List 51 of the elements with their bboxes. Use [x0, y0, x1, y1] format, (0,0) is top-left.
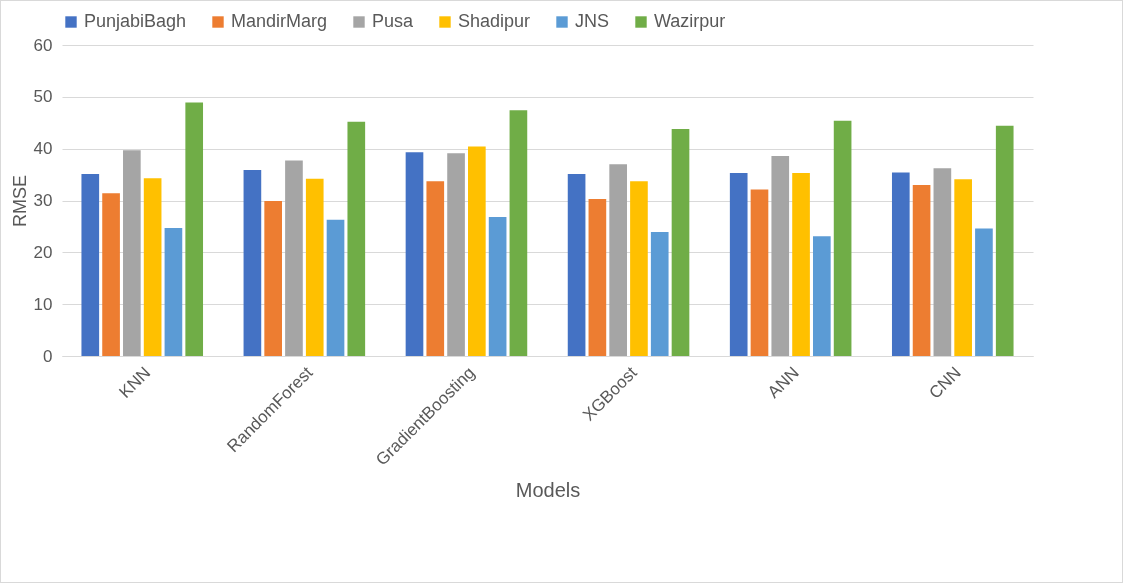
y-tick-label: 10	[33, 294, 53, 314]
bar	[650, 232, 669, 356]
y-tick-label: 20	[33, 242, 53, 262]
bar	[102, 193, 120, 356]
bar	[813, 236, 831, 356]
bar	[143, 178, 162, 356]
bar	[81, 174, 100, 356]
y-tick-label: 50	[33, 87, 53, 107]
y-tick-label: 40	[33, 139, 53, 159]
bar	[185, 102, 204, 356]
bar	[243, 169, 262, 356]
bar	[509, 110, 528, 356]
bar	[305, 178, 324, 356]
bar	[405, 152, 424, 356]
y-tick-label: 30	[33, 191, 53, 210]
bar	[347, 121, 366, 356]
legend-label: Wazirpur	[654, 11, 726, 31]
x-axis-title: Models	[515, 478, 581, 501]
bar	[630, 181, 648, 356]
bar	[671, 128, 690, 356]
bar	[912, 184, 931, 356]
legend-label: Shadipur	[458, 11, 531, 31]
bar	[792, 173, 810, 356]
bar	[567, 174, 586, 356]
y-axis-title: RMSE	[9, 174, 30, 228]
bar	[975, 228, 993, 356]
bar	[123, 150, 141, 356]
legend-label: PunjabiBagh	[84, 11, 187, 31]
bar	[933, 168, 952, 356]
bar	[891, 172, 910, 356]
legend-label: JNS	[575, 11, 610, 31]
bar	[285, 160, 303, 356]
bar	[750, 189, 769, 356]
bar	[771, 155, 790, 356]
bar	[729, 173, 748, 356]
bar	[954, 179, 972, 356]
bar	[164, 227, 183, 356]
bar	[488, 217, 507, 356]
bar	[833, 120, 852, 356]
y-tick-label: 60	[33, 35, 53, 55]
bar	[264, 201, 282, 356]
legend-label: Pusa	[372, 11, 415, 31]
bar	[447, 153, 465, 356]
bar	[326, 219, 345, 356]
bar	[588, 198, 607, 356]
legend-label: MandirMarg	[231, 11, 328, 31]
bar	[426, 181, 445, 356]
bar	[609, 164, 627, 356]
y-tick-label: 0	[43, 346, 53, 366]
bar	[468, 146, 486, 356]
bar	[995, 125, 1014, 356]
